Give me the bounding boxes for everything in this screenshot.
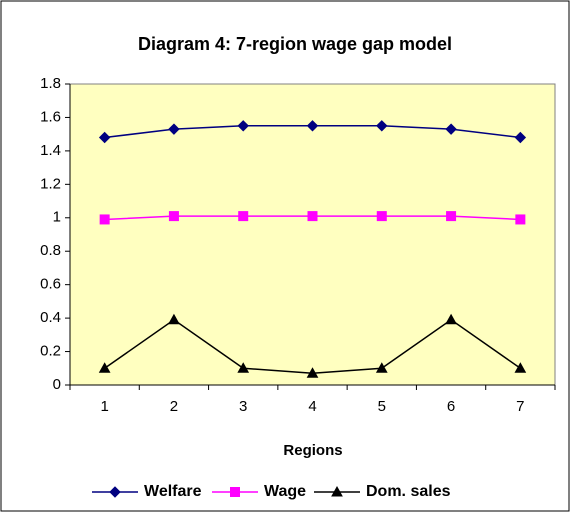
- point: [445, 313, 457, 325]
- x-axis-label: Regions: [283, 442, 342, 459]
- y-tick-label: 0: [53, 376, 61, 393]
- point: [514, 131, 527, 144]
- point: [237, 120, 249, 132]
- legend-label: Wage: [264, 483, 306, 500]
- point: [306, 367, 319, 378]
- y-tick-label: 0.6: [40, 276, 61, 293]
- y-tick-label: 1.6: [40, 108, 61, 125]
- plot-area: [69, 83, 556, 386]
- point: [307, 211, 318, 222]
- y-tick-label: 1.8: [40, 75, 61, 92]
- y-tick-label: 1.4: [40, 142, 61, 159]
- x-tick-label: 7: [516, 398, 524, 415]
- chart-title: Diagram 4: 7-region wage gap model: [138, 34, 452, 54]
- x-tick-label: 5: [378, 398, 386, 415]
- y-tick-label: 0.8: [40, 242, 61, 259]
- legend-label: Dom. sales: [366, 483, 451, 500]
- point: [168, 313, 180, 325]
- point: [375, 362, 388, 373]
- legend-marker: [109, 486, 121, 498]
- point: [515, 214, 526, 225]
- point: [306, 120, 319, 132]
- point: [238, 211, 249, 222]
- x-tick-label: 1: [100, 398, 108, 415]
- point: [99, 214, 110, 225]
- x-tick-label: 2: [170, 398, 178, 415]
- point: [376, 211, 387, 222]
- point: [98, 362, 111, 373]
- legend-marker: [230, 487, 240, 497]
- x-tick-label: 3: [239, 398, 247, 415]
- point: [168, 123, 180, 135]
- legend-marker: [331, 485, 343, 497]
- y-tick-label: 0.4: [40, 309, 61, 326]
- y-tick-label: 1.2: [40, 175, 61, 192]
- point: [237, 362, 250, 373]
- x-tick-label: 4: [308, 398, 316, 415]
- point: [514, 362, 527, 373]
- x-tick-label: 6: [447, 398, 455, 415]
- point: [446, 211, 457, 222]
- point: [98, 131, 111, 144]
- y-tick-label: 1: [53, 209, 61, 226]
- legend-label: Welfare: [144, 483, 202, 500]
- point: [376, 120, 388, 132]
- point: [168, 211, 179, 222]
- y-tick-label: 0.2: [40, 343, 61, 360]
- point: [445, 123, 457, 135]
